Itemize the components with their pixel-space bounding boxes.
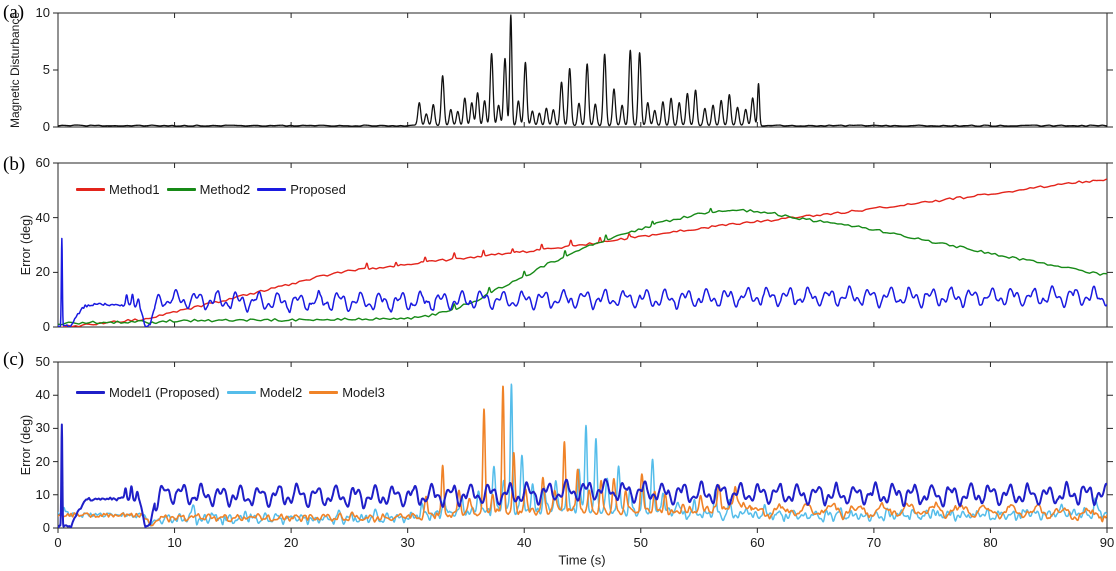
legend-item-model3: Model3 [309, 385, 385, 400]
x-tick-label: 40 [516, 535, 532, 550]
legend-item-method1: Method1 [76, 182, 160, 197]
x-tick-label: 0 [54, 535, 62, 550]
x-tick-label: 20 [283, 535, 299, 550]
method1-line-swatch [76, 187, 105, 191]
y-tick-label: 0 [42, 119, 50, 134]
legend-label-model2: Model2 [259, 384, 303, 400]
legend-item-proposed: Proposed [257, 182, 346, 197]
legend-label-model1: Model1 (Proposed) [109, 384, 220, 400]
y-tick-label: 0 [42, 319, 50, 334]
y-tick-label: 20 [35, 264, 50, 280]
x-tick-label: 10 [167, 535, 182, 550]
y-tick-label: 40 [35, 387, 50, 403]
y-tick-label: 20 [35, 453, 50, 469]
model2-line-swatch [226, 390, 256, 394]
x-tick-label: 70 [866, 535, 882, 550]
model1-line-swatch [76, 390, 105, 394]
x-tick-label: 60 [750, 535, 765, 550]
y-tick-label: 10 [35, 5, 50, 20]
method2-line-swatch [166, 187, 196, 191]
x-tick-label: 90 [1099, 535, 1115, 550]
panel-label-a: (a) [3, 2, 25, 23]
panel-label-c: (c) [3, 349, 25, 370]
x-axis-label: Time (s) [558, 552, 606, 568]
y-tick-label: 10 [35, 486, 50, 502]
legend-item-model1: Model1 (Proposed) [76, 385, 220, 400]
legend-label-model3: Model3 [342, 384, 385, 400]
legend-item-model2: Model2 [226, 384, 303, 400]
legend-b: Method1 Method2 Proposed [76, 181, 346, 197]
y-tick-label: 30 [35, 420, 50, 436]
model3-line-swatch [309, 390, 339, 394]
y-tick-label: 50 [35, 354, 50, 369]
y-tick-label: 40 [35, 209, 50, 225]
legend-label-proposed: Proposed [290, 181, 346, 197]
y-tick-label: 5 [42, 62, 50, 77]
y-tick-label: 0 [42, 520, 50, 535]
legend-label-method2: Method2 [199, 181, 251, 197]
x-tick-label: 50 [633, 535, 648, 550]
proposed-line-swatch [257, 187, 287, 191]
legend-c: Model1 (Proposed) Model2 Model3 [76, 384, 385, 400]
legend-label-method1: Method1 [109, 181, 160, 197]
x-tick-label: 80 [983, 535, 998, 550]
x-tick-label: 30 [400, 535, 415, 550]
legend-item-method2: Method2 [166, 181, 251, 197]
y-tick-label: 60 [35, 155, 50, 170]
panel-label-b: (b) [3, 154, 26, 175]
